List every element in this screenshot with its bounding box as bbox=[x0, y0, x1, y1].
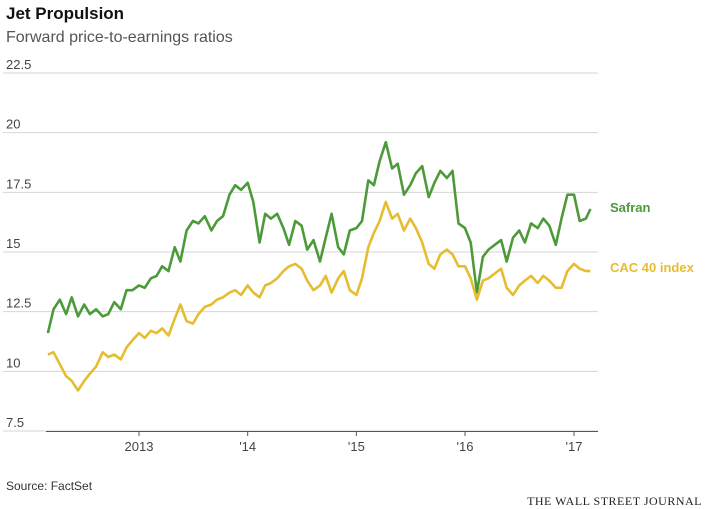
y-tick-label: 7.5 bbox=[6, 415, 24, 430]
series-line bbox=[47, 200, 591, 392]
series-label: CAC 40 index bbox=[610, 260, 695, 275]
chart-title: Jet Propulsion bbox=[6, 4, 125, 23]
chart-subtitle: Forward price-to-earnings ratios bbox=[6, 29, 233, 46]
x-tick-label: 2013 bbox=[125, 439, 154, 454]
y-tick-label: 12.5 bbox=[6, 296, 31, 311]
y-tick-label: 10 bbox=[6, 355, 20, 370]
x-tick-label: '14 bbox=[239, 439, 256, 454]
x-tick-label: '16 bbox=[457, 439, 474, 454]
series-lines bbox=[46, 140, 592, 392]
series-line bbox=[46, 140, 592, 334]
y-tick-label: 20 bbox=[6, 117, 20, 132]
x-axis: 2013 '14 '15 '16 '17 bbox=[46, 431, 598, 454]
y-axis: 22.5 20 17.5 15 12.5 10 7.5 bbox=[6, 57, 31, 430]
x-tick-label: '17 bbox=[566, 439, 583, 454]
y-tick-label: 22.5 bbox=[6, 57, 31, 72]
y-tick-label: 17.5 bbox=[6, 176, 31, 191]
source-note: Source: FactSet bbox=[6, 479, 93, 493]
publisher-brand: THE WALL STREET JOURNAL bbox=[527, 494, 702, 508]
x-tick-label: '15 bbox=[348, 439, 365, 454]
y-tick-label: 15 bbox=[6, 236, 20, 251]
series-label: Safran bbox=[610, 200, 651, 215]
series-labels: Safran CAC 40 index bbox=[610, 200, 695, 275]
